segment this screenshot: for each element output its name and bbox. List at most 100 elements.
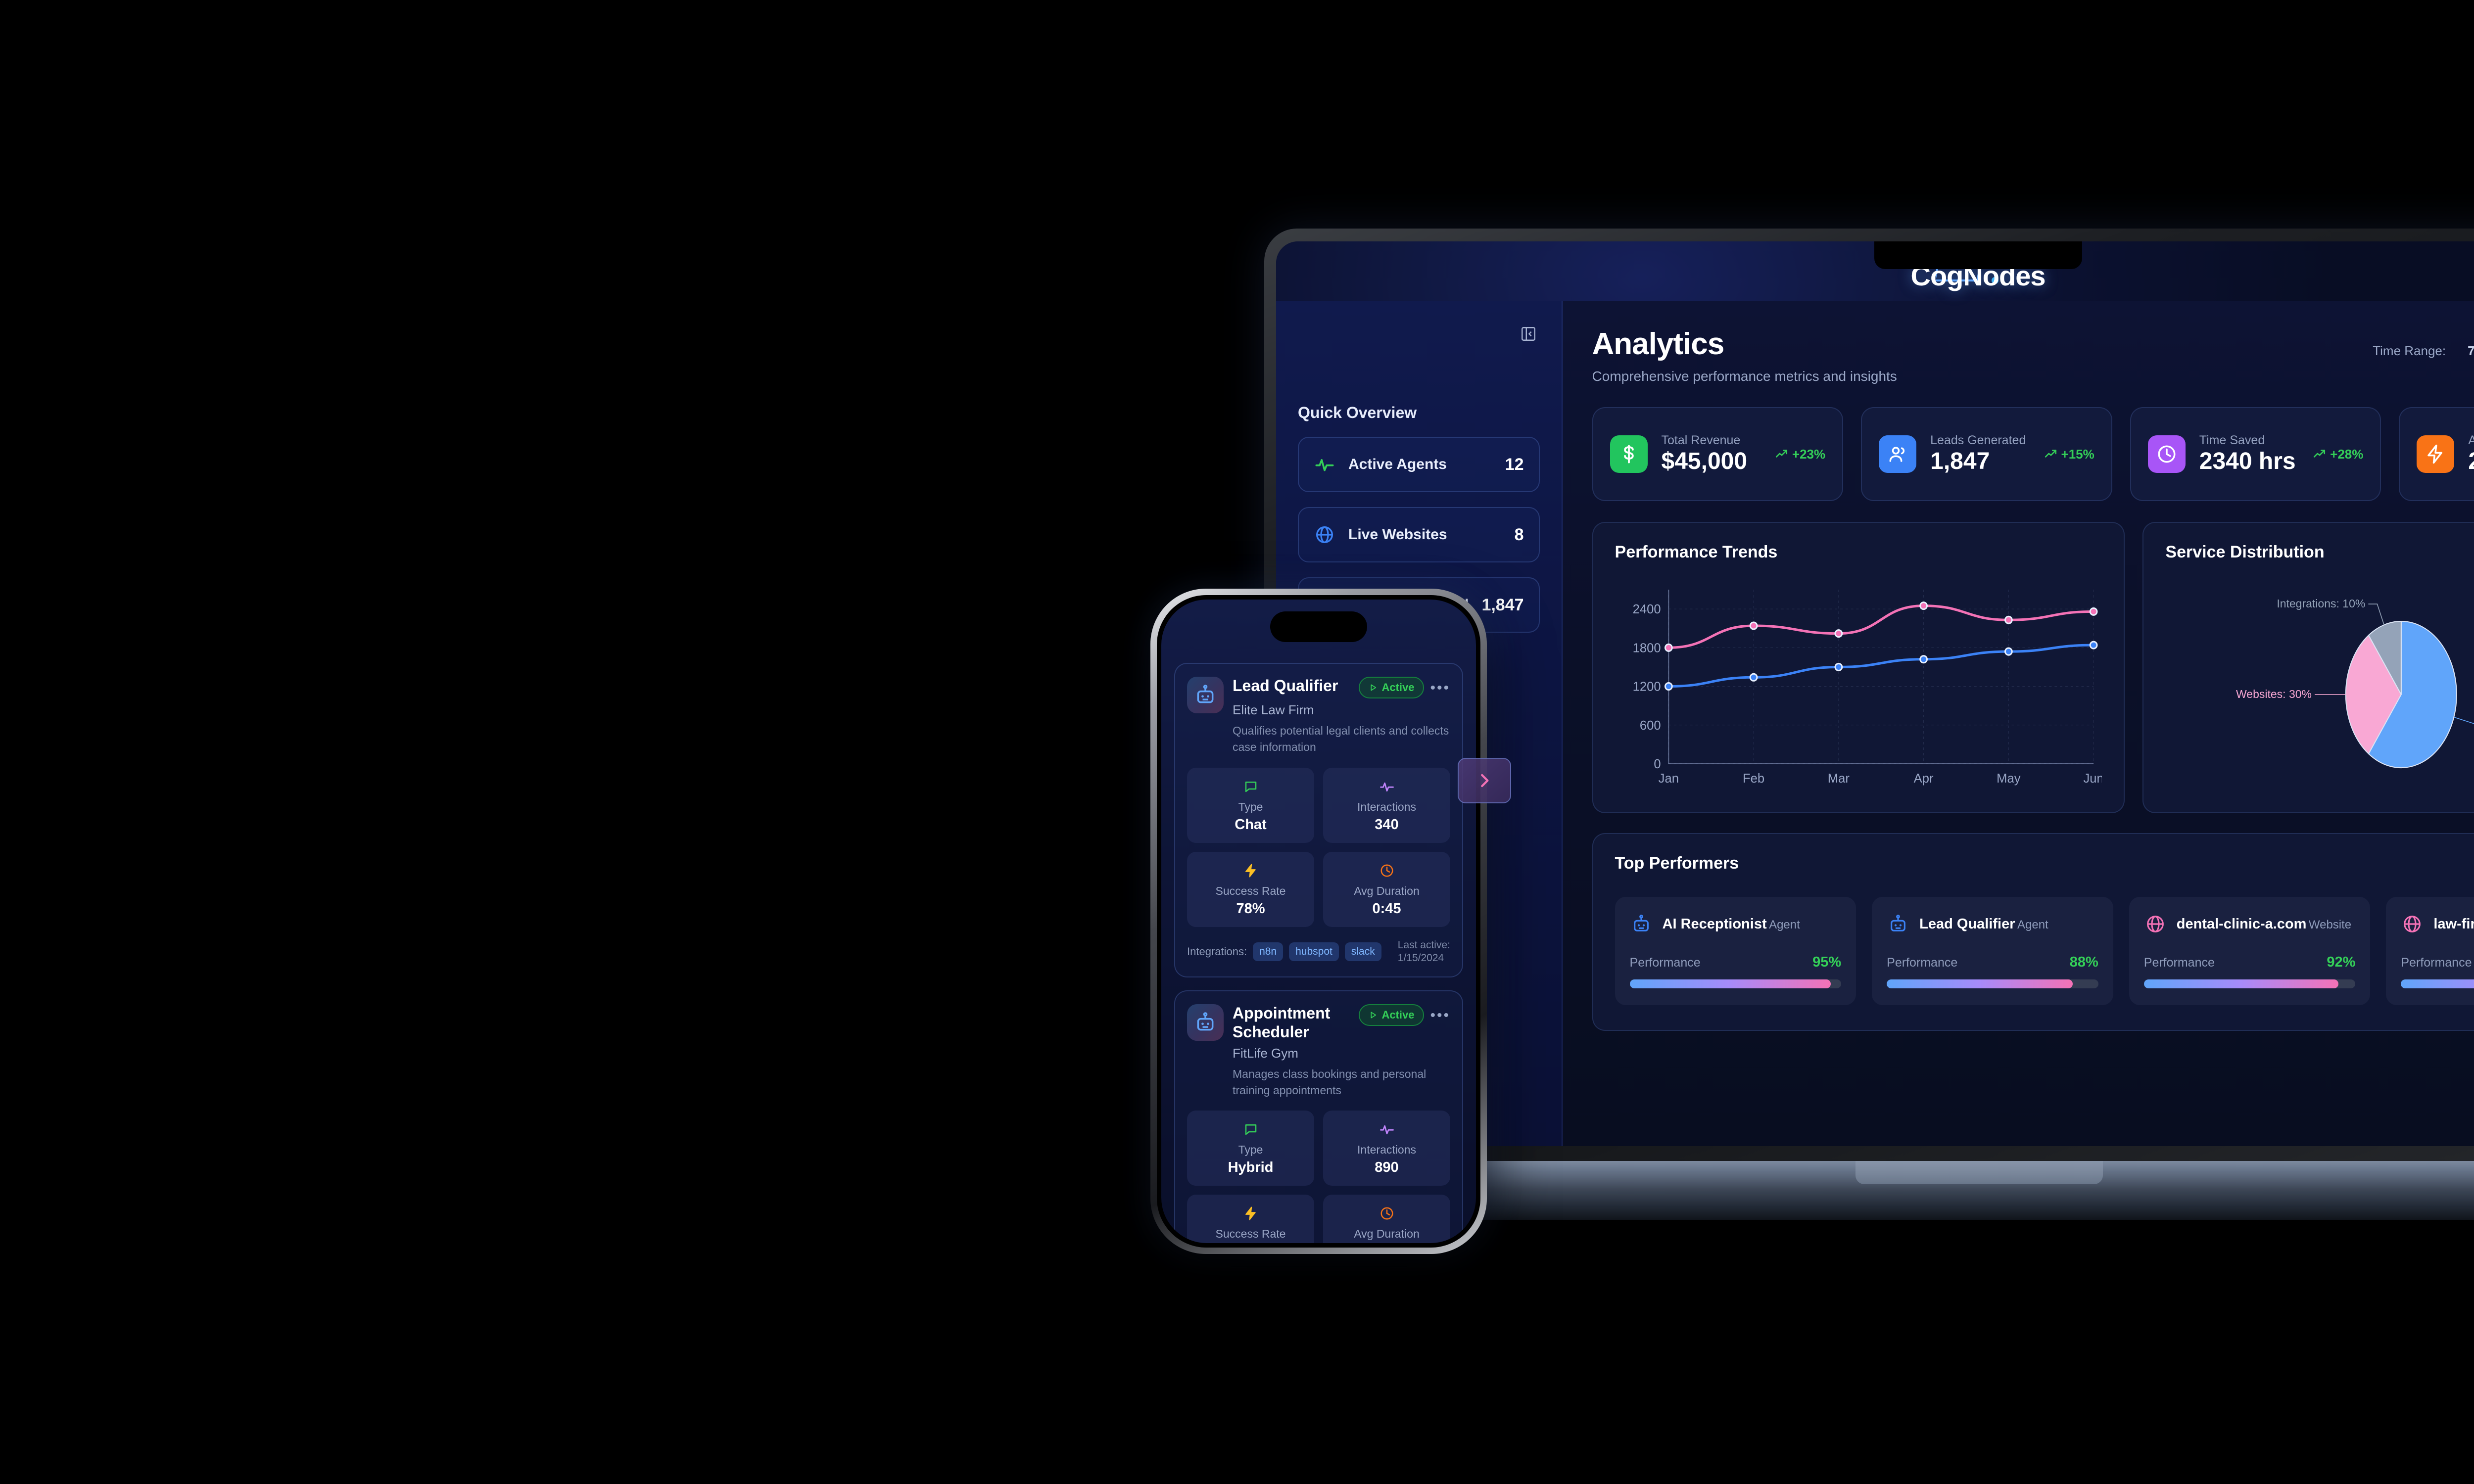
stat-success-rate: Success Rate 78% (1187, 851, 1314, 927)
performer-card[interactable]: dental-clinic-a.com Website Performance … (2129, 897, 2371, 1005)
kpi-row: Total Revenue $45,000 +23% (1592, 407, 2474, 501)
stat-value: 890 (1375, 1159, 1399, 1176)
activity-pulse-icon (1314, 454, 1335, 475)
integration-chip[interactable]: n8n (1253, 942, 1284, 961)
agent-name: Appointment Scheduler (1233, 1004, 1331, 1041)
status-label: Active (1381, 1009, 1415, 1021)
performer-card[interactable]: AI Receptionist Agent Performance 95% (1615, 897, 1856, 1005)
sidebar-item-active-agents[interactable]: Active Agents 12 (1298, 437, 1540, 492)
kpi-delta-value: +28% (2330, 446, 2364, 462)
stat-type: Type Hybrid (1187, 1111, 1314, 1186)
last-active: Last active: 1/15/2024 (1398, 939, 1450, 965)
top-performers-panel: Top Performers (1592, 833, 2474, 1031)
kpi-value: $45,000 (1661, 448, 1748, 474)
kpi-card-leads-generated[interactable]: Leads Generated 1,847 +15% (1861, 407, 2112, 501)
metric-label: Performance (2143, 956, 2215, 970)
stat-label: Avg Duration (1354, 1227, 1420, 1241)
service-distribution-chart: AI Agents: 60%Websites: 30%Integrations:… (2165, 571, 2474, 792)
activity-icon (1328, 777, 1445, 796)
integration-chip[interactable]: hubspot (1289, 942, 1339, 961)
performer-type: Agent (2017, 918, 2048, 931)
page-title: Analytics (1592, 327, 1725, 361)
performance-bar-fill (2143, 979, 2339, 988)
section-title: Top Performers (1615, 854, 1739, 873)
integrations-label: Integrations: (1187, 945, 1247, 958)
sidebar-item-value: 1,847 (1481, 595, 1524, 614)
robot-icon (1187, 677, 1224, 713)
dollar-icon (1610, 435, 1648, 473)
sidebar-item-value: 8 (1514, 525, 1524, 544)
performer-performance: 92% (2327, 954, 2356, 970)
bolt-icon (1192, 1204, 1309, 1223)
stat-label: Success Rate (1215, 884, 1286, 897)
play-icon (1371, 684, 1377, 691)
performer-name: AI Receptionist (1662, 916, 1767, 932)
performer-name: Lead Qualifier (1919, 916, 2015, 932)
stat-value: 78% (1236, 900, 1265, 917)
performer-performance: 95% (1812, 954, 1842, 970)
metric-label: Performance (2401, 956, 2472, 970)
stat-label: Interactions (1357, 800, 1416, 813)
sidebar-item-label: Active Agents (1348, 456, 1447, 472)
performance-trends-chart: 0 600 1200 1800 2400 Jan Feb Mar Apr May Jun (1615, 575, 2102, 792)
phone-mockup: Lead Qualifier Active ••• (1150, 589, 1487, 1254)
sidebar-item-live-websites[interactable]: Live Websites 8 (1298, 507, 1540, 562)
kpi-card-time-saved[interactable]: Time Saved 2340 hrs +28% (2130, 407, 2381, 501)
stat-interactions: Interactions 890 (1323, 1111, 1450, 1186)
robot-icon (1187, 1004, 1224, 1041)
stat-type: Type Chat (1187, 767, 1314, 843)
svg-text:Jun: Jun (2083, 772, 2102, 786)
users-icon (1879, 435, 1917, 473)
globe-icon (2401, 913, 2424, 935)
globe-icon (1314, 524, 1335, 546)
kpi-label: Leads Generated (1930, 433, 2026, 447)
more-options-icon[interactable]: ••• (1430, 1007, 1450, 1024)
trending-up-icon (1775, 450, 1787, 458)
agent-description: Qualifies potential legal clients and co… (1233, 724, 1449, 754)
stat-label: Type (1238, 1143, 1263, 1157)
agent-card[interactable]: Appointment Scheduler Active ••• (1174, 990, 1463, 1243)
play-icon (1371, 1012, 1377, 1019)
page-subtitle: Comprehensive performance metrics and in… (1592, 369, 1897, 384)
chevron-right-icon (1481, 774, 1489, 788)
stat-avg-duration: Avg Duration 0:45 (1323, 851, 1450, 927)
kpi-card-total-revenue[interactable]: Total Revenue $45,000 +23% (1592, 407, 1844, 501)
pie-chart-svg: AI Agents: 60%Websites: 30%Integrations:… (2236, 597, 2474, 768)
stat-interactions: Interactions 340 (1323, 767, 1450, 843)
performer-card[interactable]: law-firm-b.com Website Performance 85% (2386, 897, 2474, 1005)
more-options-icon[interactable]: ••• (1430, 680, 1450, 696)
performance-bar-fill (1887, 979, 2073, 988)
time-range-label: Time Range: (2373, 343, 2446, 358)
panel-collapse-icon (1521, 327, 1535, 341)
next-slide-button[interactable] (1458, 758, 1511, 803)
laptop-notch (1874, 241, 2082, 269)
performer-performance: 88% (2069, 954, 2098, 970)
phone-bezel: Lead Qualifier Active ••• (1157, 595, 1480, 1248)
svg-text:Jan: Jan (1658, 772, 1678, 786)
main-content: Analytics Comprehensive performance metr… (1562, 301, 2474, 1146)
integration-chip[interactable]: slack (1344, 942, 1381, 961)
svg-text:Integrations: 10%: Integrations: 10% (2277, 597, 2366, 610)
performer-card[interactable]: Lead Qualifier Agent Performance 88% (1872, 897, 2113, 1005)
kpi-value: 20 (2468, 448, 2474, 474)
performance-bar (2401, 979, 2474, 988)
sidebar-collapse-button[interactable] (1518, 324, 1539, 344)
stat-success-rate: Success Rate 92% (1187, 1195, 1314, 1243)
agent-stats: Type Hybrid Interactions 890 (1187, 1111, 1450, 1243)
performance-bar (1887, 979, 2098, 988)
time-range-selector: Time Range: 7d 30d 90d 1y (2373, 326, 2474, 365)
sidebar-item-label: Live Websites (1348, 526, 1447, 543)
trending-up-icon (2045, 450, 2056, 458)
svg-text:1800: 1800 (1632, 641, 1661, 655)
bolt-icon (1192, 861, 1309, 881)
kpi-label: Total Revenue (1661, 433, 1741, 447)
kpi-label: Active Services (2468, 433, 2474, 447)
agent-card[interactable]: Lead Qualifier Active ••• (1174, 663, 1463, 978)
kpi-card-active-services[interactable]: Active Services 20 +12% (2399, 407, 2474, 501)
performer-type: Agent (1769, 918, 1800, 931)
stat-value: Hybrid (1228, 1159, 1274, 1176)
stat-value: 0:45 (1372, 900, 1401, 917)
time-range-7d[interactable]: 7d (2468, 343, 2474, 358)
status-label: Active (1381, 681, 1415, 694)
lightning-icon (2417, 435, 2455, 473)
